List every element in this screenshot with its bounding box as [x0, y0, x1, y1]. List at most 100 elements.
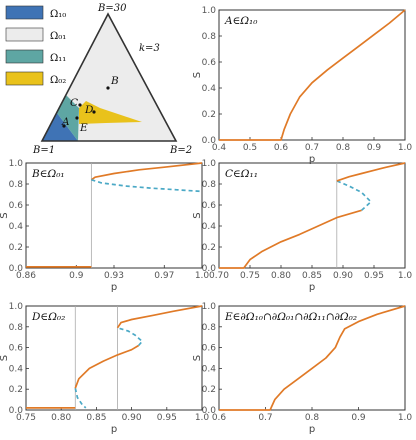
- x-tick-label: 0.7: [305, 143, 319, 153]
- x-tick-label: 0.9: [351, 413, 366, 423]
- plot-frame: [25, 305, 203, 411]
- k-label: k=3: [139, 43, 160, 54]
- y-tick-label: 0.4: [202, 84, 217, 94]
- y-tick-label: 1.0: [202, 6, 217, 16]
- x-tick-label: 1.0: [398, 143, 413, 153]
- y-tick-label: 0.2: [9, 385, 23, 395]
- x-tick-label: 0.75: [240, 271, 260, 281]
- stable-branch: [219, 305, 406, 411]
- x-axis-label: p: [111, 424, 117, 435]
- plot-frame: [218, 9, 406, 141]
- corner-label-right: B=2: [169, 145, 192, 156]
- plot-title: E∈∂Ω₁₀∩∂Ω₀₁∩∂Ω₁₁∩∂Ω₀₂: [224, 311, 357, 323]
- bifurcation-plots: 0.4 0.5 0.6 0.7 0.8 0.9 1.00.00.20.40.60.81.0p…: [0, 6, 412, 435]
- legend-swatch-omega10: [5, 5, 44, 20]
- y-tick-label: 1.0: [202, 159, 217, 169]
- x-axis-label: p: [309, 282, 315, 293]
- point-label-C: C: [70, 97, 78, 109]
- x-tick-label: 0.80: [271, 271, 291, 281]
- y-tick-label: 0.4: [202, 364, 217, 374]
- y-tick-label: 0.2: [202, 243, 216, 253]
- x-tick-label: 0.70: [209, 271, 229, 281]
- point-marker-E: [75, 116, 79, 120]
- corner-label-top: B=30: [97, 3, 127, 14]
- plot-C: 0.70 0.75 0.80 0.85 0.90 0.95 1.00.00.20.40.60…: [192, 159, 412, 293]
- x-tick-label: 1.0: [195, 413, 210, 423]
- y-tick-label: 0.8: [202, 323, 217, 333]
- region-omega11: [57, 95, 79, 141]
- plot-title: D∈Ω₀₂: [31, 311, 65, 323]
- y-tick-label: 0.0: [202, 264, 217, 274]
- y-axis-label: S: [192, 355, 203, 361]
- x-axis-label: p: [309, 154, 315, 165]
- x-tick-label: 0.75: [16, 413, 36, 423]
- x-tick-label: 0.93: [104, 271, 124, 281]
- region-omega02: [79, 101, 142, 124]
- legend-swatch-omega11: [5, 49, 44, 64]
- plot-B: 0.86 0.9 0.93 0.97 1.0 0.0 0.2 0.4 0.6 0.8 1.0 p S B∈…: [0, 159, 209, 293]
- x-tick-label: 0.86: [16, 271, 36, 281]
- y-tick-label: 0.8: [9, 180, 24, 190]
- y-tick-label: 0.6: [202, 58, 217, 68]
- legend-label-omega11: Ω₁₁: [50, 53, 66, 64]
- y-tick-label: 0.2: [202, 385, 216, 395]
- corner-label-left: B=1: [32, 145, 55, 156]
- point-marker-D: [92, 110, 96, 114]
- stable-branch: [219, 209, 362, 269]
- plot-title: B∈Ω₀₁: [31, 168, 65, 180]
- x-tick-label: 0.80: [51, 413, 71, 423]
- point-marker-B: [106, 86, 110, 90]
- y-tick-label: 0.4: [9, 222, 24, 232]
- stable-branch: [336, 162, 406, 182]
- x-tick-label: 1.0: [398, 413, 413, 423]
- y-tick-label: 1.0: [9, 302, 24, 312]
- y-tick-label: 0.4: [202, 222, 217, 232]
- x-tick-label: 0.9: [367, 143, 382, 153]
- plot-title: C∈Ω₁₁: [225, 168, 258, 180]
- y-tick-label: 1.0: [9, 159, 24, 169]
- stable-branch: [116, 305, 203, 329]
- y-axis-label: S: [192, 72, 203, 78]
- y-tick-label: 0.4: [9, 364, 24, 374]
- x-tick-label: 1.0: [398, 271, 413, 281]
- x-tick-label: 0.8: [305, 413, 320, 423]
- x-axis-label: p: [309, 424, 315, 435]
- stable-branch: [74, 344, 140, 389]
- stable-branch: [90, 162, 203, 181]
- y-axis-label: S: [0, 212, 10, 218]
- x-tick-label: 0.5: [243, 143, 257, 153]
- x-tick-label: 0.90: [122, 413, 142, 423]
- legend-label-omega02: Ω₀₂: [50, 75, 66, 86]
- y-tick-label: 0.8: [9, 323, 24, 333]
- unstable-branch: [91, 178, 203, 193]
- ternary-diagram: B C D A E B=30 B=1 B=2 k=3: [32, 3, 192, 156]
- x-tick-label: 0.9: [69, 271, 84, 281]
- x-tick-label: 1.0: [195, 271, 210, 281]
- plot-title: A∈Ω₁₀: [224, 15, 258, 27]
- x-axis-label: p: [111, 282, 117, 293]
- y-tick-label: 0.6: [202, 344, 217, 354]
- y-tick-label: 0.8: [202, 32, 217, 42]
- y-tick-label: 1.0: [202, 302, 217, 312]
- x-tick-label: 0.4: [212, 143, 227, 153]
- point-marker-C: [78, 103, 82, 107]
- x-tick-label: 0.95: [364, 271, 384, 281]
- legend-swatch-omega02: [5, 71, 44, 86]
- legend-swatch-omega01: [5, 27, 44, 42]
- y-tick-label: 0.0: [202, 136, 217, 146]
- x-tick-label: 0.6: [212, 413, 227, 423]
- x-tick-label: 0.95: [157, 413, 177, 423]
- y-tick-label: 0.2: [9, 243, 23, 253]
- y-tick-label: 0.6: [202, 201, 217, 211]
- plot-E: 0.6 0.7 0.8 0.9 1.00.00.20.40.60.81.0pSE∈∂Ω₁…: [192, 302, 412, 435]
- x-tick-label: 0.85: [302, 271, 322, 281]
- unstable-branch: [117, 326, 144, 347]
- unstable-branch: [336, 180, 372, 211]
- y-tick-label: 0.0: [202, 406, 217, 416]
- y-axis-label: S: [192, 212, 203, 218]
- point-label-D: D: [84, 104, 94, 116]
- unstable-branch: [74, 388, 87, 409]
- y-tick-label: 0.6: [9, 344, 24, 354]
- legend-label-omega01: Ω₀₁: [50, 31, 66, 42]
